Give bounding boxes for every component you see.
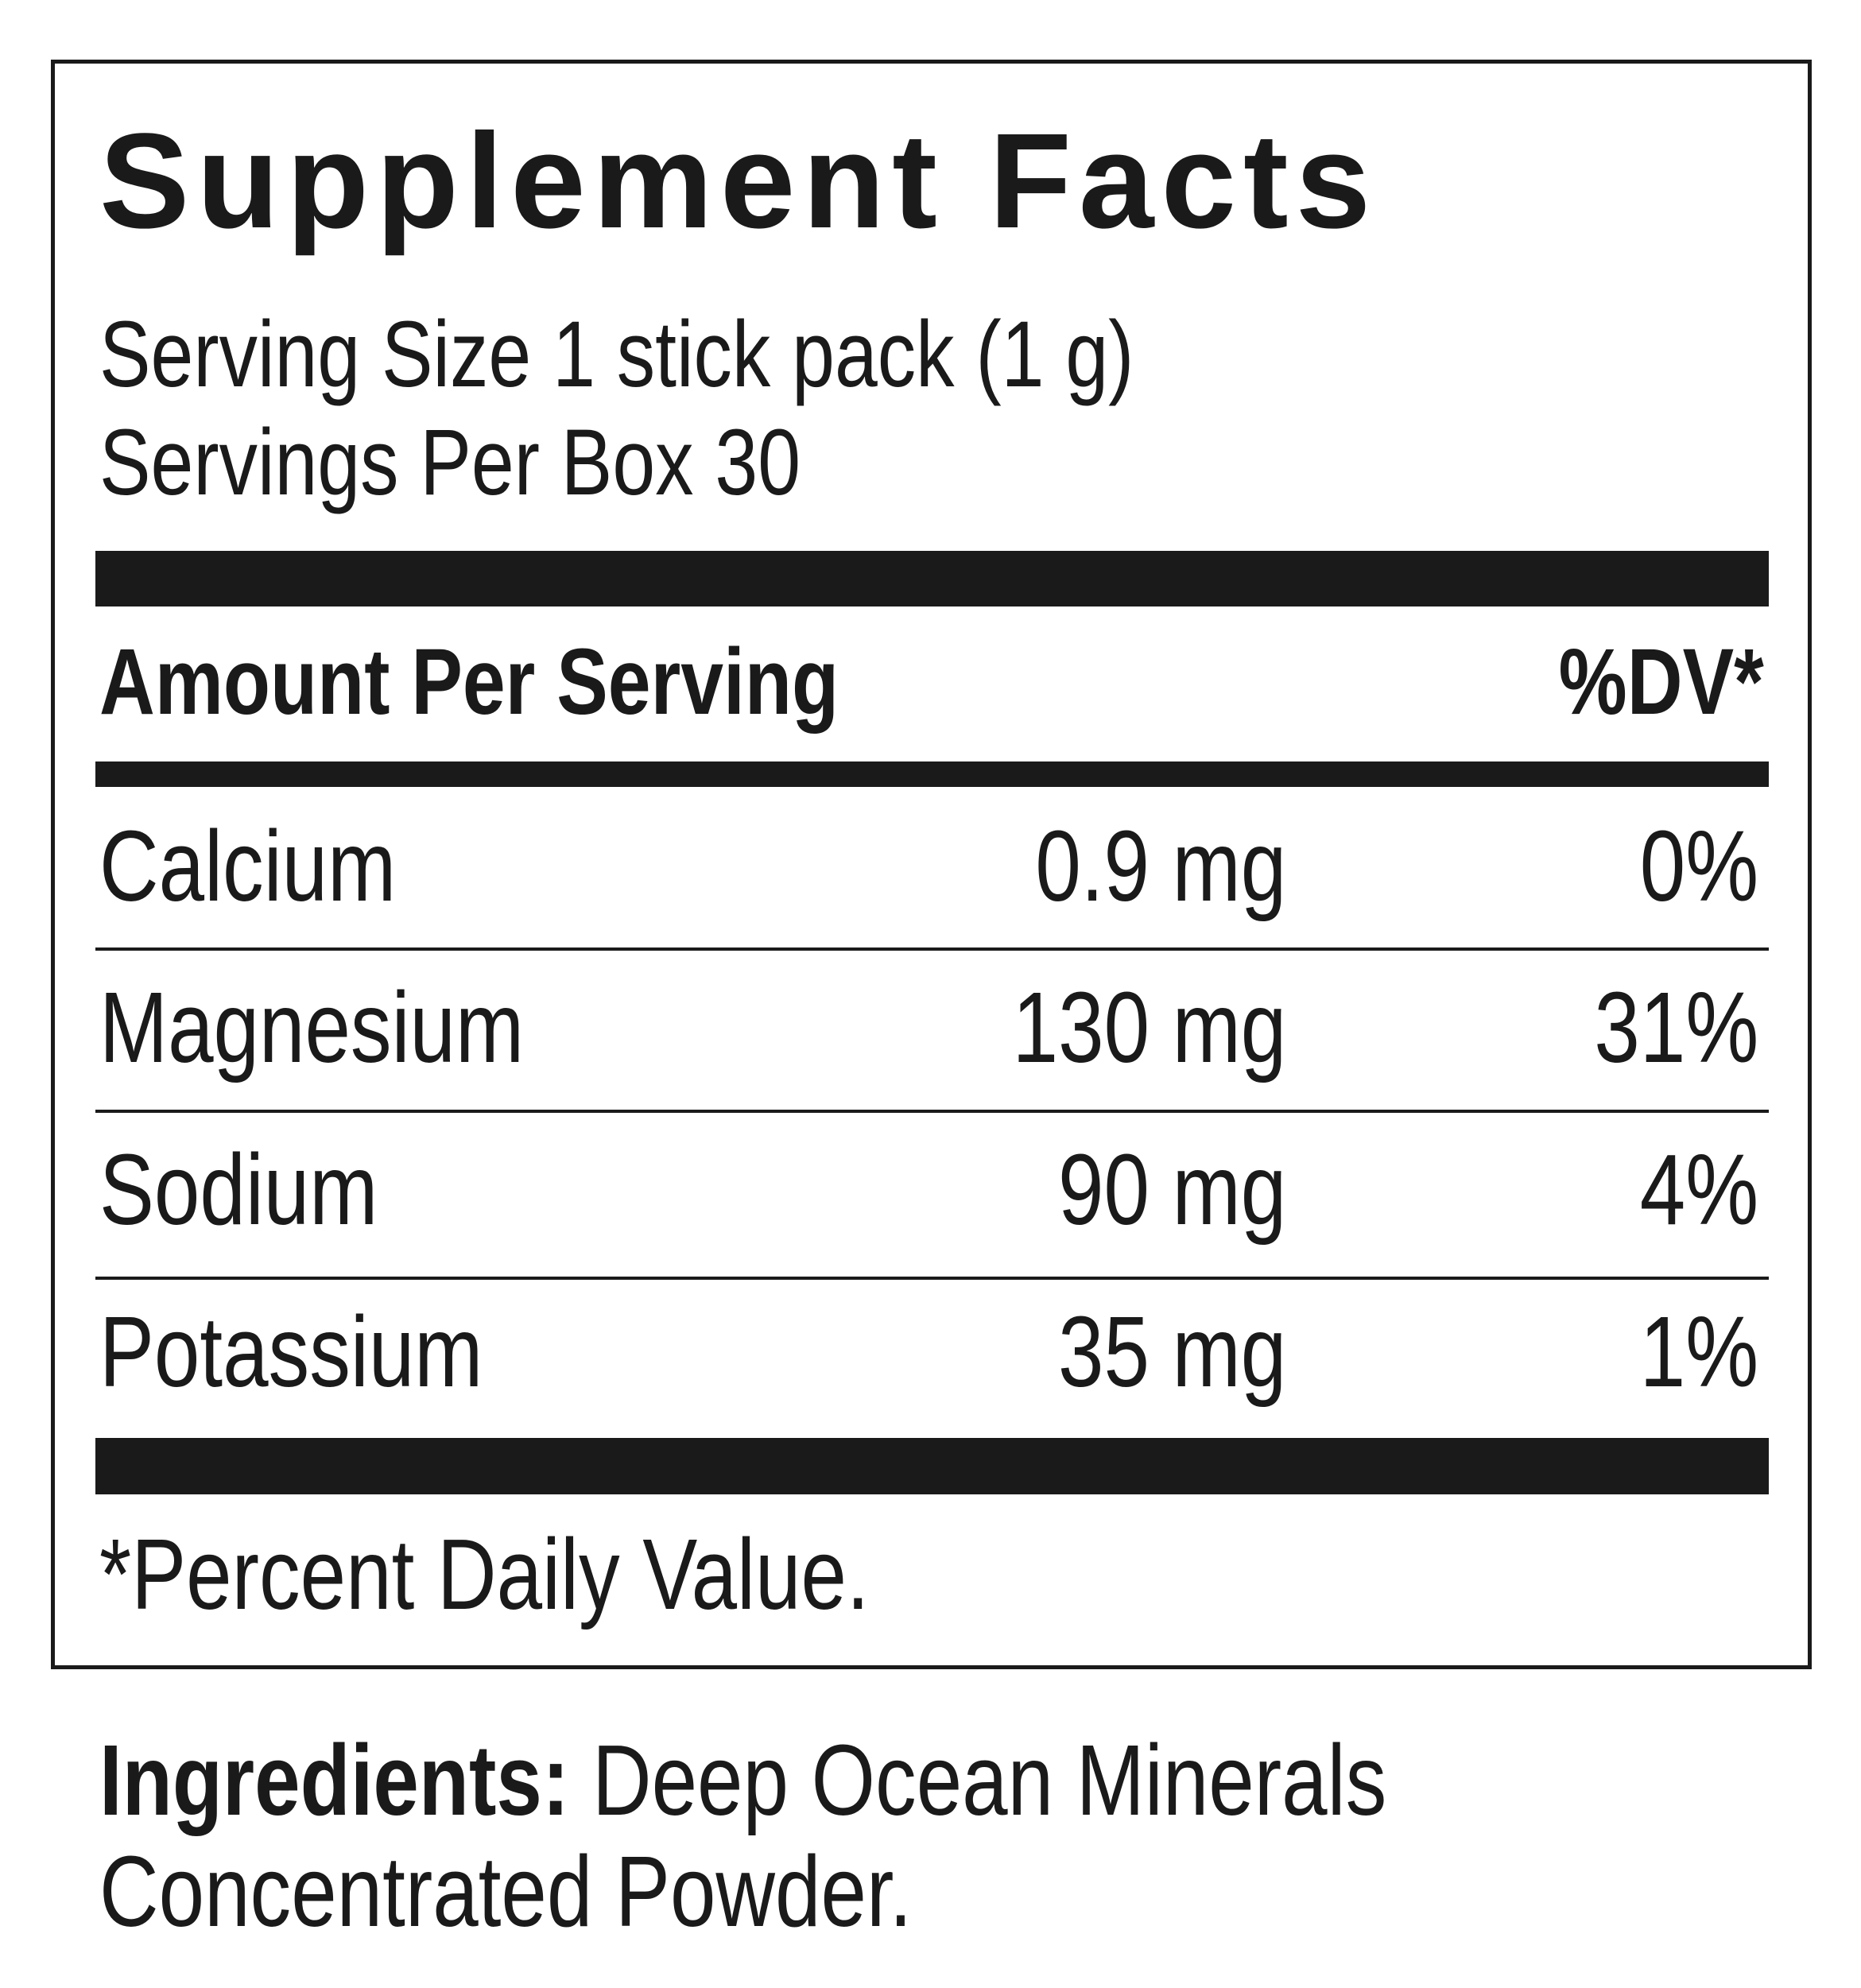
panel-title: Supplement Facts [99,106,1378,257]
ingredients-label: Ingredients: [99,1724,570,1836]
serving-size: Serving Size 1 stick pack (1 g) [99,302,1134,407]
medium-divider [95,761,1769,787]
nutrient-amount: 0.9 mg [1035,810,1286,922]
row-divider [95,947,1769,951]
nutrient-name: Sodium [99,1134,378,1246]
footnote: *Percent Daily Value. [99,1518,870,1630]
row-divider [95,1277,1769,1280]
row-divider [95,1110,1769,1113]
ingredients-line-2: Concentrated Powder. [99,1835,913,1947]
nutrient-amount: 90 mg [1057,1134,1286,1246]
nutrient-dv: 31% [1594,971,1758,1083]
ingredients-line-1: Ingredients: Deep Ocean Minerals [99,1730,1386,1831]
supplement-facts-panel [51,60,1812,1669]
nutrient-dv: 0% [1639,810,1758,922]
servings-per-container: Servings Per Box 30 [99,410,801,515]
nutrient-amount: 130 mg [1012,971,1286,1083]
nutrient-name: Magnesium [99,971,525,1083]
nutrient-dv: 4% [1639,1134,1758,1246]
amount-per-serving-header: Amount Per Serving [99,630,839,734]
dv-header: %DV* [1558,630,1764,734]
ingredients-text: Deep Ocean Minerals [569,1724,1387,1836]
nutrient-name: Calcium [99,810,397,922]
thick-divider [95,551,1769,606]
thick-divider [95,1438,1769,1494]
nutrient-name: Potassium [99,1296,483,1408]
nutrient-dv: 1% [1639,1296,1758,1408]
nutrient-amount: 35 mg [1057,1296,1286,1408]
